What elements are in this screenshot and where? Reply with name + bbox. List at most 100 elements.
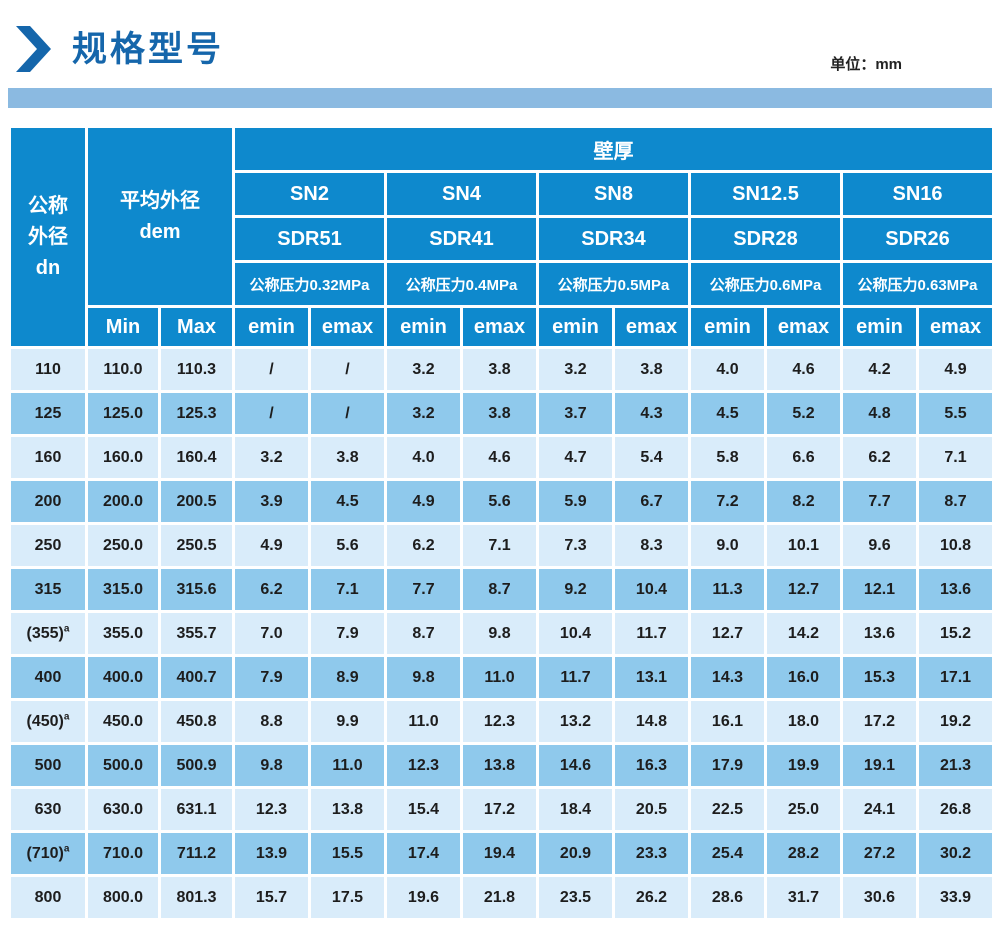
- dn-superscript: a: [63, 843, 70, 855]
- cell-value: 315.6: [158, 566, 235, 613]
- table-row: 315 315.0 315.6 6.2 7.1 7.7 8.7 9.2 10.4 11.3 12.7…: [8, 566, 996, 613]
- cell-value: 15.2: [915, 610, 996, 657]
- cell-value: 8.3: [612, 522, 691, 569]
- cell-value: 7.1: [460, 522, 539, 569]
- header-row-pressure: 公称压力0.32MPa 公称压力0.4MPa 公称压力0.5MPa 公称压力0.…: [10, 260, 996, 308]
- cell-value: 14.6: [536, 742, 615, 789]
- cell-value: 5.8: [688, 434, 767, 481]
- header-pressure-0-4: 公称压力0.4MPa: [384, 260, 539, 308]
- cell-value: 355.0: [85, 610, 161, 657]
- cell-value: 4.3: [612, 390, 691, 437]
- cell-value: 8.9: [308, 654, 387, 701]
- cell-value: 13.1: [612, 654, 691, 701]
- cell-value: 21.8: [460, 874, 539, 921]
- table-row: 200 200.0 200.5 3.9 4.5 4.9 5.6 5.9 6.7 7.2 8.2 7.7…: [8, 478, 996, 525]
- cell-value: 6.2: [384, 522, 463, 569]
- cell-value: 11.7: [536, 654, 615, 701]
- cell-value: 20.5: [612, 786, 691, 833]
- cell-value: 11.0: [460, 654, 539, 701]
- cell-value: /: [232, 390, 311, 437]
- cell-value: 12.1: [840, 566, 919, 613]
- cell-value: 14.2: [764, 610, 843, 657]
- cell-value: 3.2: [232, 434, 311, 481]
- cell-value: 125.3: [158, 390, 235, 437]
- cell-value: 200.0: [85, 478, 161, 525]
- cell-value: 9.8: [460, 610, 539, 657]
- header-row-wall: 公称 外径 dn 平均外径 dem 壁厚: [8, 125, 996, 349]
- cell-value: 11.0: [308, 742, 387, 789]
- cell-value: 3.8: [460, 346, 539, 393]
- cell-value: 26.2: [612, 874, 691, 921]
- cell-value: 110.3: [158, 346, 235, 393]
- cell-value: 4.7: [536, 434, 615, 481]
- cell-value: 19.9: [764, 742, 843, 789]
- dn-superscript: a: [63, 623, 70, 635]
- cell-value: 801.3: [158, 874, 235, 921]
- cell-value: 13.6: [840, 610, 919, 657]
- table-row: (710)a 710.0 711.2 13.9 15.5 17.4 19.4 20.9 23.3…: [8, 830, 996, 877]
- cell-dn: 125: [8, 390, 88, 437]
- cell-value: 7.7: [384, 566, 463, 613]
- cell-dn: (450)a: [8, 698, 88, 745]
- cell-value: 9.6: [840, 522, 919, 569]
- header-pressure-0-5: 公称压力0.5MPa: [536, 260, 691, 308]
- cell-value: 10.4: [612, 566, 691, 613]
- cell-value: 22.5: [688, 786, 767, 833]
- cell-value: 400.0: [85, 654, 161, 701]
- header-pressure-0-6: 公称压力0.6MPa: [688, 260, 843, 308]
- cell-value: 10.4: [536, 610, 615, 657]
- cell-value: 18.0: [764, 698, 843, 745]
- cell-value: 30.2: [915, 830, 996, 877]
- header-emin: emin: [688, 305, 767, 349]
- cell-value: 16.3: [612, 742, 691, 789]
- cell-value: 6.7: [612, 478, 691, 525]
- cell-value: 23.3: [612, 830, 691, 877]
- page-title: 规格型号: [72, 29, 225, 69]
- cell-value: 4.5: [308, 478, 387, 525]
- cell-value: 19.6: [384, 874, 463, 921]
- cell-value: 12.3: [232, 786, 311, 833]
- table-row: 250 250.0 250.5 4.9 5.6 6.2 7.1 7.3 8.3 9.0 10.1 9.…: [8, 522, 996, 569]
- cell-dn: 160: [8, 434, 88, 481]
- cell-dn: 110: [8, 346, 88, 393]
- cell-value: 7.3: [536, 522, 615, 569]
- cell-value: 500.0: [85, 742, 161, 789]
- table-row: 500 500.0 500.9 9.8 11.0 12.3 13.8 14.6 16.3 17.9…: [8, 742, 996, 789]
- cell-value: 5.9: [536, 478, 615, 525]
- cell-value: 160.0: [85, 434, 161, 481]
- cell-value: 5.5: [915, 390, 996, 437]
- cell-value: 4.8: [840, 390, 919, 437]
- cell-value: 13.8: [460, 742, 539, 789]
- cell-value: 4.9: [915, 346, 996, 393]
- cell-value: 3.9: [232, 478, 311, 525]
- cell-value: 450.0: [85, 698, 161, 745]
- header-row-sdr: SDR51 SDR41 SDR34 SDR28 SDR26: [10, 215, 996, 263]
- header-dn-line: dn: [35, 256, 61, 279]
- spec-table: 公称 外径 dn 平均外径 dem 壁厚 SN2 SN4 SN8 SN12.5 …: [8, 125, 996, 921]
- header-sdr28: SDR28: [688, 215, 843, 263]
- cell-dn: 800: [8, 874, 88, 921]
- cell-value: 28.2: [764, 830, 843, 877]
- cell-value: 7.1: [308, 566, 387, 613]
- cell-dn: 500: [8, 742, 88, 789]
- cell-value: 15.4: [384, 786, 463, 833]
- cell-value: 17.2: [460, 786, 539, 833]
- unit-label: 单位：mm: [830, 56, 902, 73]
- header-dn-line: 公称: [28, 194, 68, 217]
- header-sn2: SN2: [232, 170, 387, 218]
- cell-value: 125.0: [85, 390, 161, 437]
- cell-value: 630.0: [85, 786, 161, 833]
- cell-value: 12.3: [460, 698, 539, 745]
- divider-bar: [8, 88, 992, 108]
- cell-value: 9.9: [308, 698, 387, 745]
- cell-value: 8.7: [384, 610, 463, 657]
- cell-value: 27.2: [840, 830, 919, 877]
- cell-value: 21.3: [915, 742, 996, 789]
- cell-value: 8.7: [915, 478, 996, 525]
- cell-value: 24.1: [840, 786, 919, 833]
- cell-value: 711.2: [158, 830, 235, 877]
- cell-value: 13.6: [915, 566, 996, 613]
- cell-value: 13.8: [308, 786, 387, 833]
- header-sdr41: SDR41: [384, 215, 539, 263]
- header-sn8: SN8: [536, 170, 691, 218]
